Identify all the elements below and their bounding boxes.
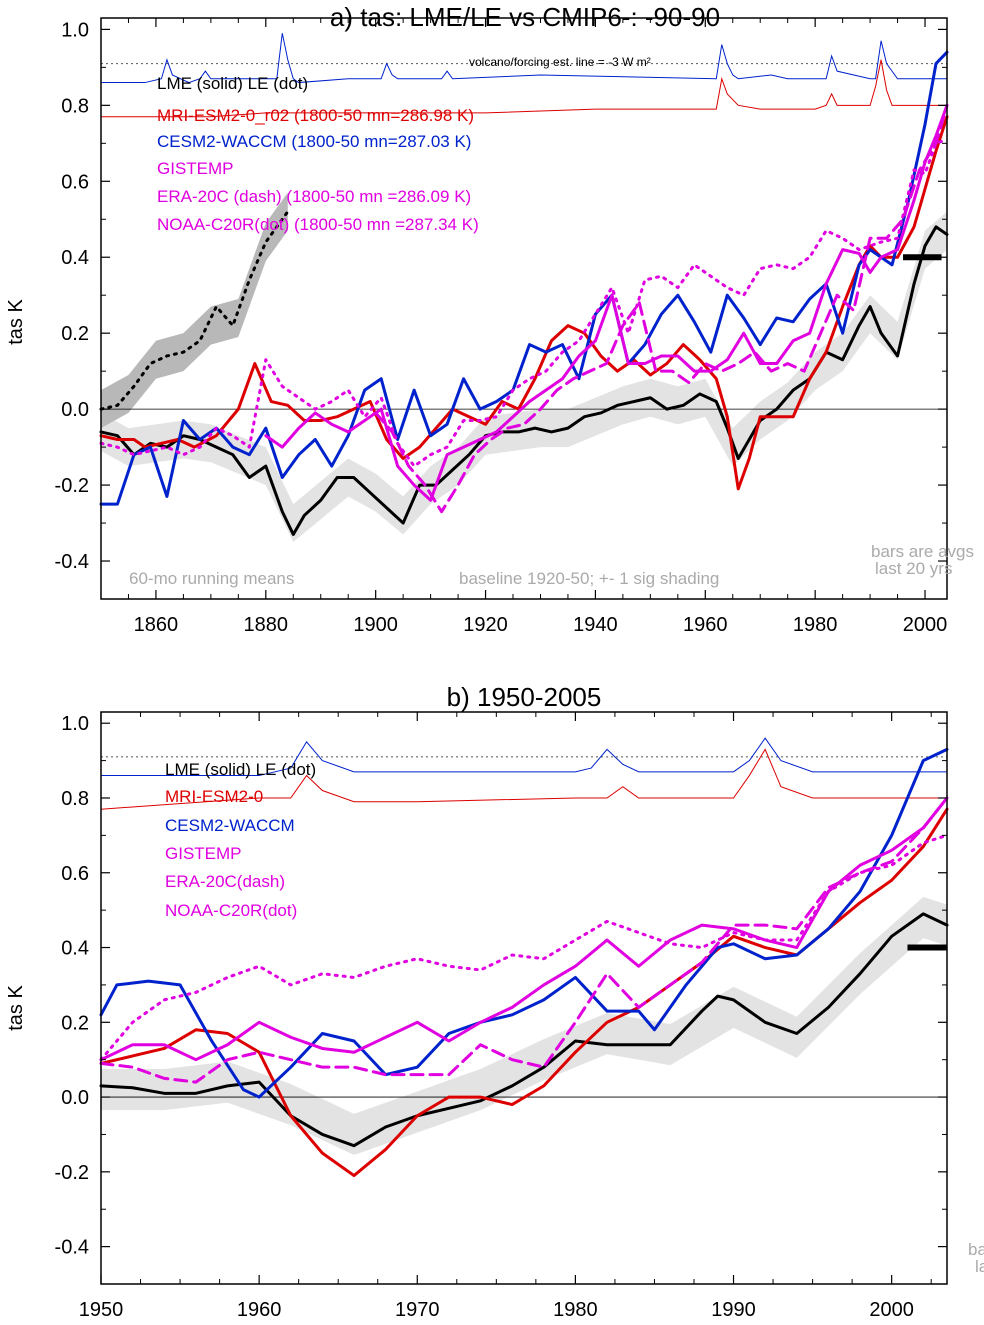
- panel-a-title: a) tas: LME/LE vs CMIP6-: -90-90: [330, 2, 720, 32]
- panel-a-ytick-label: 0.8: [61, 95, 89, 117]
- panel-a-axes-frame: [100, 17, 948, 600]
- panel-b-ytick-label: 1.0: [61, 713, 89, 735]
- panel-b-series-era-20c: [99, 796, 949, 1084]
- panel-b-series-lme: [99, 912, 949, 1148]
- panel-a-shade-lme-1-sig: [101, 211, 947, 543]
- panel-a-note-bars: bars are avgs: [871, 542, 974, 561]
- panel-b-volcano-lines: [100, 737, 947, 810]
- legend-b-cesm: CESM2-WACCM: [165, 816, 295, 835]
- panel-b-cesm-volcano-forcing: [101, 737, 947, 777]
- panel-b-title: b) 1950-2005: [447, 682, 602, 712]
- panel-a-note-last20: last 20 yrs: [875, 559, 952, 578]
- panel-a-series-era-20c: [374, 103, 949, 514]
- legend-a-lme-le: LME (solid) LE (dot): [157, 74, 308, 93]
- panel-b-ytick-label: 0.0: [61, 1087, 89, 1109]
- panel-a-xtick-label-1880: 1880: [244, 614, 289, 636]
- panel-a-ticks: 1860 1880 1900 1920 1940 1960 1980 2000 -0.4 -0.2…: [55, 18, 948, 636]
- legend-b-gistemp: GISTEMP: [165, 844, 242, 863]
- legend-a-cesm: CESM2-WACCM (1800-50 mn=287.03 K): [157, 132, 471, 151]
- panel-a-ytick-label: -0.2: [55, 475, 89, 497]
- panel-a-xtick-label-1900: 1900: [353, 614, 398, 636]
- panel-a-ytick-label: -0.4: [55, 551, 89, 573]
- panel-a-mri-volcano-forcing: [101, 59, 947, 118]
- panel-a-cesm-volcano-forcing: [101, 33, 947, 84]
- legend-a-mri: MRI-ESM2-0_r02 (1800-50 mn=286.98 K): [157, 106, 474, 125]
- panel-b-axes-frame: [100, 711, 948, 1285]
- panel-b-ytick-label: 0.6: [61, 863, 89, 885]
- panel-a-xtick-label-1940: 1940: [573, 614, 618, 636]
- panel-a-reference-lines: [101, 63, 947, 410]
- panel-b-xtick-label-1990: 1990: [711, 1299, 756, 1321]
- panel-a-ytick-label: 0.2: [61, 323, 89, 345]
- panel-a-ytick-label: 0.4: [61, 247, 89, 269]
- panel-a-note-running-means: 60-mo running means: [129, 569, 294, 588]
- panel-a-xtick-label-1920: 1920: [463, 614, 508, 636]
- panel-b-series-noaa-c20r: [99, 833, 949, 1062]
- legend-a-gistemp: GISTEMP: [157, 159, 234, 178]
- panel-a-series-cesm2-waccm: [99, 50, 949, 506]
- panel-b-xtick-label-2000: 2000: [869, 1299, 914, 1321]
- panel-a-ytick-label: 0.6: [61, 171, 89, 193]
- panel-b-xtick-label-1950: 1950: [79, 1299, 124, 1321]
- panel-a-xtick-label-1960: 1960: [683, 614, 728, 636]
- panel-b-legend: LME (solid) LE (dot) MRI-ESM2-0 CESM2-WA…: [165, 760, 316, 920]
- panel-a-ylabel: tas K: [5, 299, 27, 345]
- panel-a-volcano-note: volcano/forcing est. line = -3 W m²: [469, 55, 651, 69]
- panel-a-series: [99, 50, 949, 536]
- panel-b-xtick-label-1980: 1980: [553, 1299, 598, 1321]
- legend-a-era20c: ERA-20C (dash) (1800-50 mn =286.09 K): [157, 187, 471, 206]
- panel-b-series-cesm2-waccm: [99, 747, 949, 1099]
- panel-a-series-noaa-c20r: [99, 138, 949, 468]
- panel-b-ytick-label: -0.2: [55, 1162, 89, 1184]
- panel-a-shading: [101, 192, 947, 543]
- panel-b-xtick-label-1970: 1970: [395, 1299, 440, 1321]
- panel-a-xtick-label-2000: 2000: [903, 614, 948, 636]
- panel-b-ytick-label: 0.2: [61, 1012, 89, 1034]
- panel-a-legend: LME (solid) LE (dot) MRI-ESM2-0_r02 (180…: [157, 74, 479, 234]
- legend-b-lme-le: LME (solid) LE (dot): [165, 760, 316, 779]
- panel-a: a) tas: LME/LE vs CMIP6-: -90-90 tas K 1…: [5, 2, 974, 636]
- legend-b-era20c: ERA-20C(dash): [165, 872, 285, 891]
- panel-b-ylabel: tas K: [5, 985, 27, 1031]
- panel-b: b) 1950-2005 tas K 1950 1960 1970 1980 1990 2…: [5, 682, 984, 1321]
- legend-a-noaa: NOAA-C20R(dot) (1800-50 mn =287.34 K): [157, 215, 479, 234]
- panel-b-xtick-label-1960: 1960: [237, 1299, 282, 1321]
- panel-b-mri-volcano-forcing: [100, 748, 947, 810]
- panel-a-note-baseline: baseline 1920-50; +- 1 sig shading: [459, 569, 719, 588]
- panel-a-series-mri-esm2-0: [99, 115, 949, 491]
- panel-a-series-le: [99, 210, 290, 411]
- legend-b-mri: MRI-ESM2-0: [165, 787, 263, 806]
- panel-a-ytick-label: 1.0: [61, 19, 89, 41]
- panel-b-ytick-label: -0.4: [55, 1237, 89, 1259]
- panel-a-volcano-lines: [101, 33, 947, 118]
- panel-a-xtick-label-1860: 1860: [134, 614, 179, 636]
- panel-b-ticks: 1950 1960 1970 1980 1990 2000 -0.4 -0.2 0.0 0.2 0.…: [55, 712, 947, 1321]
- panel-b-note-last20: la: [975, 1257, 984, 1276]
- panel-b-series-gistemp: [99, 796, 949, 1062]
- panel-b-series: [99, 747, 949, 1178]
- legend-b-noaa: NOAA-C20R(dot): [165, 901, 297, 920]
- panel-b-ytick-label: 0.8: [61, 788, 89, 810]
- panel-b-note-bars: ba: [968, 1240, 984, 1259]
- panel-a-ytick-label: 0.0: [61, 399, 89, 421]
- panel-b-ytick-label: 0.4: [61, 938, 89, 960]
- panel-a-xtick-label-1980: 1980: [793, 614, 838, 636]
- panel-b-series-mri-esm2-0: [99, 807, 949, 1178]
